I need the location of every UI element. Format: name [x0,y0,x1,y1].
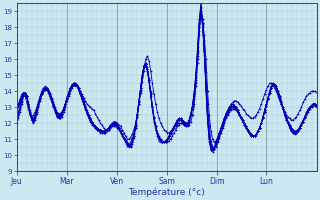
X-axis label: Température (°c): Température (°c) [128,187,205,197]
